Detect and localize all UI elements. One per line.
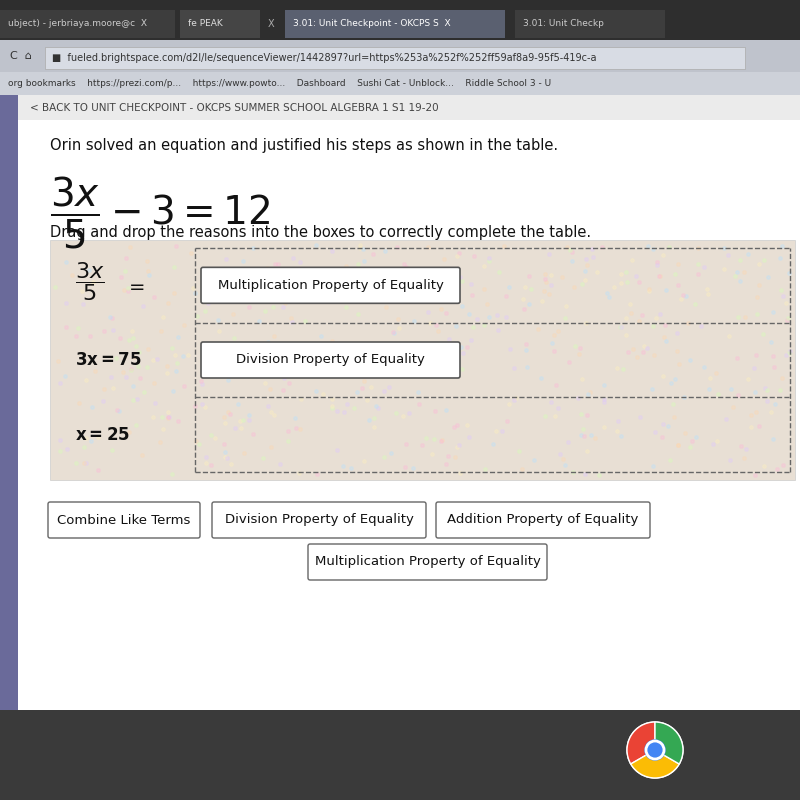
Bar <box>285 10 505 38</box>
Circle shape <box>627 722 683 778</box>
Text: $\mathbf{3x = 75}$: $\mathbf{3x = 75}$ <box>75 351 142 369</box>
Text: < BACK TO UNIT CHECKPOINT - OKCPS SUMMER SCHOOL ALGEBRA 1 S1 19-20: < BACK TO UNIT CHECKPOINT - OKCPS SUMMER… <box>30 103 438 113</box>
Text: ubject) - jerbriaya.moore@c  X: ubject) - jerbriaya.moore@c X <box>8 19 147 29</box>
Bar <box>50 240 795 480</box>
Text: 3.01: Unit Checkpoint - OKCPS S  X: 3.01: Unit Checkpoint - OKCPS S X <box>293 19 450 29</box>
Wedge shape <box>630 750 679 778</box>
Text: Drag and drop the reasons into the boxes to correctly complete the table.: Drag and drop the reasons into the boxes… <box>50 225 591 240</box>
FancyBboxPatch shape <box>308 544 547 580</box>
Text: org bookmarks    https://prezi.com/p...    https://www.powto...    Dashboard    : org bookmarks https://prezi.com/p... htt… <box>8 79 551 89</box>
FancyBboxPatch shape <box>212 502 426 538</box>
Bar <box>0 10 175 38</box>
Text: $=$: $=$ <box>125 276 145 295</box>
Text: $\mathbf{x = 25}$: $\mathbf{x = 25}$ <box>75 426 130 444</box>
Wedge shape <box>655 722 683 764</box>
Text: Orin solved an equation and justified his steps as shown in the table.: Orin solved an equation and justified hi… <box>50 138 558 153</box>
Text: Multiplication Property of Equality: Multiplication Property of Equality <box>314 555 541 569</box>
Text: Division Property of Equality: Division Property of Equality <box>225 514 414 526</box>
Bar <box>515 10 665 38</box>
Text: ■  fueled.brightspace.com/d2l/le/sequenceViewer/1442897?url=https%253a%252f%252f: ■ fueled.brightspace.com/d2l/le/sequence… <box>52 53 597 63</box>
FancyBboxPatch shape <box>48 502 200 538</box>
Text: $\dfrac{3x}{5}$: $\dfrac{3x}{5}$ <box>75 260 105 303</box>
Bar <box>0 40 800 72</box>
Bar <box>0 710 800 800</box>
Bar <box>18 95 800 710</box>
Text: fe PEAK: fe PEAK <box>188 19 222 29</box>
Text: Division Property of Equality: Division Property of Equality <box>236 354 425 366</box>
Text: Addition Property of Equality: Addition Property of Equality <box>447 514 638 526</box>
Wedge shape <box>627 722 655 764</box>
Text: X: X <box>268 19 274 29</box>
Circle shape <box>645 740 665 760</box>
FancyBboxPatch shape <box>201 342 460 378</box>
Bar <box>45 47 745 69</box>
Bar <box>180 10 260 38</box>
Bar <box>0 0 800 40</box>
Bar <box>0 95 18 710</box>
Text: $\dfrac{3x}{5} - 3 = 12$: $\dfrac{3x}{5} - 3 = 12$ <box>50 175 270 251</box>
FancyBboxPatch shape <box>201 267 460 303</box>
Bar <box>0 72 800 95</box>
Text: 3.01: Unit Checkp: 3.01: Unit Checkp <box>523 19 604 29</box>
Bar <box>18 95 800 120</box>
Text: C  ⌂: C ⌂ <box>10 51 32 61</box>
Text: Multiplication Property of Equality: Multiplication Property of Equality <box>218 279 443 292</box>
FancyBboxPatch shape <box>436 502 650 538</box>
Text: Combine Like Terms: Combine Like Terms <box>58 514 190 526</box>
